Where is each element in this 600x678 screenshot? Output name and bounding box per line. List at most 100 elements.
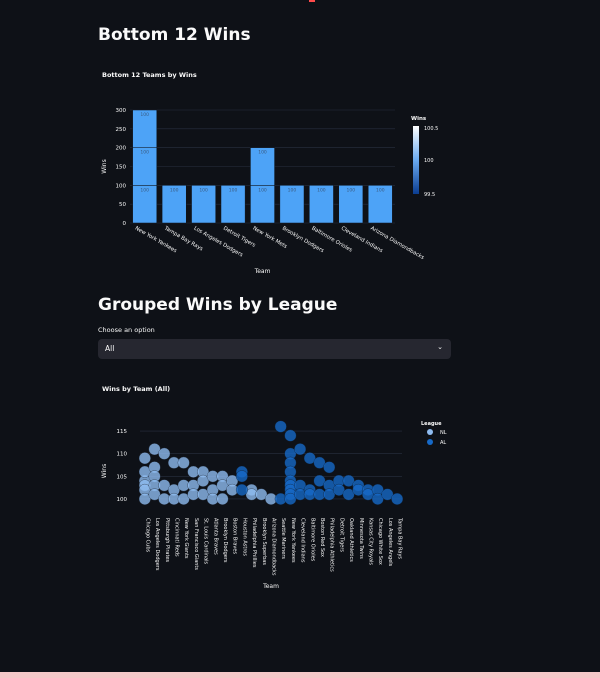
scatter-point [138,452,151,465]
x-tick-label: Philadelphia Phillies [251,518,257,568]
x-tick-label: New York Yankees [290,518,296,563]
y-tick-label: 110 [117,452,128,458]
y-tick-label: 250 [116,127,127,133]
scatter-point [362,488,374,501]
colorbar [413,126,419,194]
select-label: Choose an option [98,326,155,334]
bar-label: 100 [317,187,326,193]
x-tick-label: Minnesota Twins [358,518,364,559]
x-tick-label: Brooklyn Superbas [261,518,267,565]
scatter-point [274,420,287,433]
page-title: Bottom 12 Wins [98,25,251,45]
bar-label: 100 [347,187,356,193]
x-tick-label: Chicago White Sox [377,518,383,565]
scatter-point [303,452,316,465]
x-tick-label: Arizona Diamondbacks [271,518,277,576]
x-tick-label: Pittsburgh Pirates [164,518,170,563]
chevron-down-icon: ⌄ [437,343,443,351]
scatter-point [313,456,326,469]
y-axis-label: Wins [101,464,108,478]
scatter-point [148,488,161,501]
x-tick-label: Cleveland Indians [300,518,306,563]
bar-label: 100 [288,187,297,193]
scatter-point [158,447,171,460]
scatter-point [323,461,336,474]
x-tick-label: Arizona Diamondbacks [369,226,425,262]
scatter-point [138,492,151,505]
select-value: All [105,344,115,353]
bar-label: 100 [170,187,179,193]
legend-entry: AL [440,440,446,446]
scatter-chart[interactable]: 100 105 110 115 Chicago Cubs Los Angeles Dodg… [0,412,600,622]
scatter-point [323,488,336,501]
bar-label: 100 [376,187,385,193]
scatter-point [148,443,161,456]
scatter-point [342,488,355,501]
y-tick-label: 200 [116,146,127,152]
scatter-point [342,474,355,487]
y-tick-label: 100 [116,183,127,189]
section-title: Grouped Wins by League [98,295,338,315]
legend-marker [427,429,433,435]
bar [132,147,158,186]
bar-label: 100 [140,150,149,156]
bar [250,147,275,186]
x-tick-label: Los Angeles Dodgers [154,518,160,571]
bottom-bar [0,672,600,678]
x-tick-label: Cincinnati Reds [173,518,179,557]
colorbar-tick-label: 100.5 [424,126,438,132]
bar [279,185,305,224]
y-tick-label: 50 [119,202,126,208]
x-tick-label: Brooklyn Dodgers [222,518,228,563]
scatter-point [177,492,190,505]
x-tick-label: Chicago Cubs [144,518,150,553]
bar-label: 100 [140,112,149,118]
bar [132,109,158,148]
scatter-point [284,492,297,505]
colorbar-tick-label: 100 [424,158,434,164]
x-tick-label: New York Giants [183,518,189,559]
bar [309,185,334,224]
scatter-point [235,483,248,496]
x-tick-label: Oakland Athletics [348,518,354,562]
x-tick-label: Houston Astros [241,518,247,556]
scatter-point [391,492,404,505]
x-tick-label: Kansas City Royals [368,518,374,565]
bar [132,185,158,224]
bar [338,185,364,224]
x-tick-label: Los Angeles Angels [387,518,393,567]
bar [367,185,393,224]
bar-label: 100 [229,187,238,193]
legend-marker [427,439,433,445]
scatter-point [381,488,394,501]
bar [191,185,216,224]
scatter-point [255,488,268,501]
bar-label: 100 [258,150,267,156]
scatter-point [284,429,297,442]
scatter-point [216,492,229,505]
x-tick-label: Tampa Bay Rays [397,517,403,559]
y-tick-label: 300 [116,108,127,114]
y-tick-label: 150 [116,165,127,171]
colorbar-tick-label: 99.5 [424,192,435,198]
x-tick-label: Boston Red Sox [319,518,325,557]
y-tick-label: 105 [117,474,128,480]
x-tick-label: Los Angeles Dodgers [193,226,244,259]
y-tick-label: 115 [117,429,128,435]
y-tick-label: 100 [117,497,128,503]
y-axis-label: Wins [101,159,108,173]
x-tick-label: Atlanta Braves [212,518,218,555]
y-tick-label: 0 [123,221,127,227]
x-tick-label: Boston Braves [232,518,238,554]
scatter-point [371,492,384,505]
bar-chart-title: Bottom 12 Teams by Wins [102,71,197,79]
league-select[interactable]: All ⌄ [98,339,451,359]
top-line [0,0,600,2]
bar-label: 100 [140,187,149,193]
x-tick-label: Seattle Mariners [280,518,286,559]
scatter-point [177,456,190,469]
scatter-point [197,488,210,501]
bar [250,185,275,224]
scatter-point [158,479,171,492]
